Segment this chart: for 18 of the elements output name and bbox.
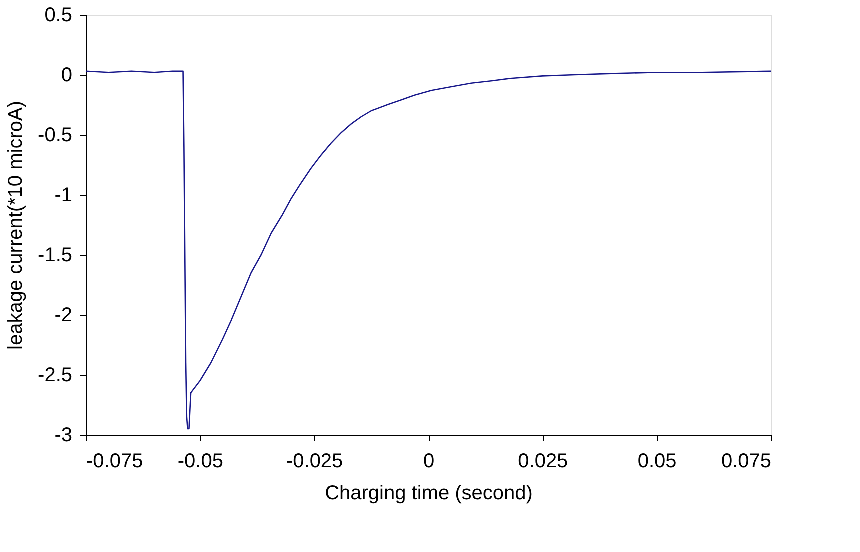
x-tick-label: 0.075 <box>721 450 772 472</box>
y-tick-label: -1.5 <box>38 244 72 266</box>
x-tick-label: 0.025 <box>518 450 568 472</box>
y-tick-label: -1 <box>54 184 72 206</box>
x-tick-label: -0.075 <box>86 450 144 472</box>
line-series <box>85 70 772 430</box>
y-tick-label: -2.5 <box>38 364 72 386</box>
y-tick-label: -0.5 <box>38 124 72 146</box>
y-tick-label: -2 <box>54 304 72 326</box>
y-tick-label: 0.5 <box>44 4 72 26</box>
x-tick-label: -0.05 <box>178 450 224 472</box>
x-axis-title: Charging time (second) <box>325 482 533 504</box>
x-tick-label: 0 <box>423 450 435 472</box>
y-tick-label: 0 <box>61 64 72 86</box>
y-tick-label: -3 <box>54 424 72 446</box>
x-tick-label: 0.05 <box>638 450 677 472</box>
x-tick-label: -0.025 <box>286 450 344 472</box>
y-axis-title: leakage current(*10 microA) <box>5 101 28 350</box>
